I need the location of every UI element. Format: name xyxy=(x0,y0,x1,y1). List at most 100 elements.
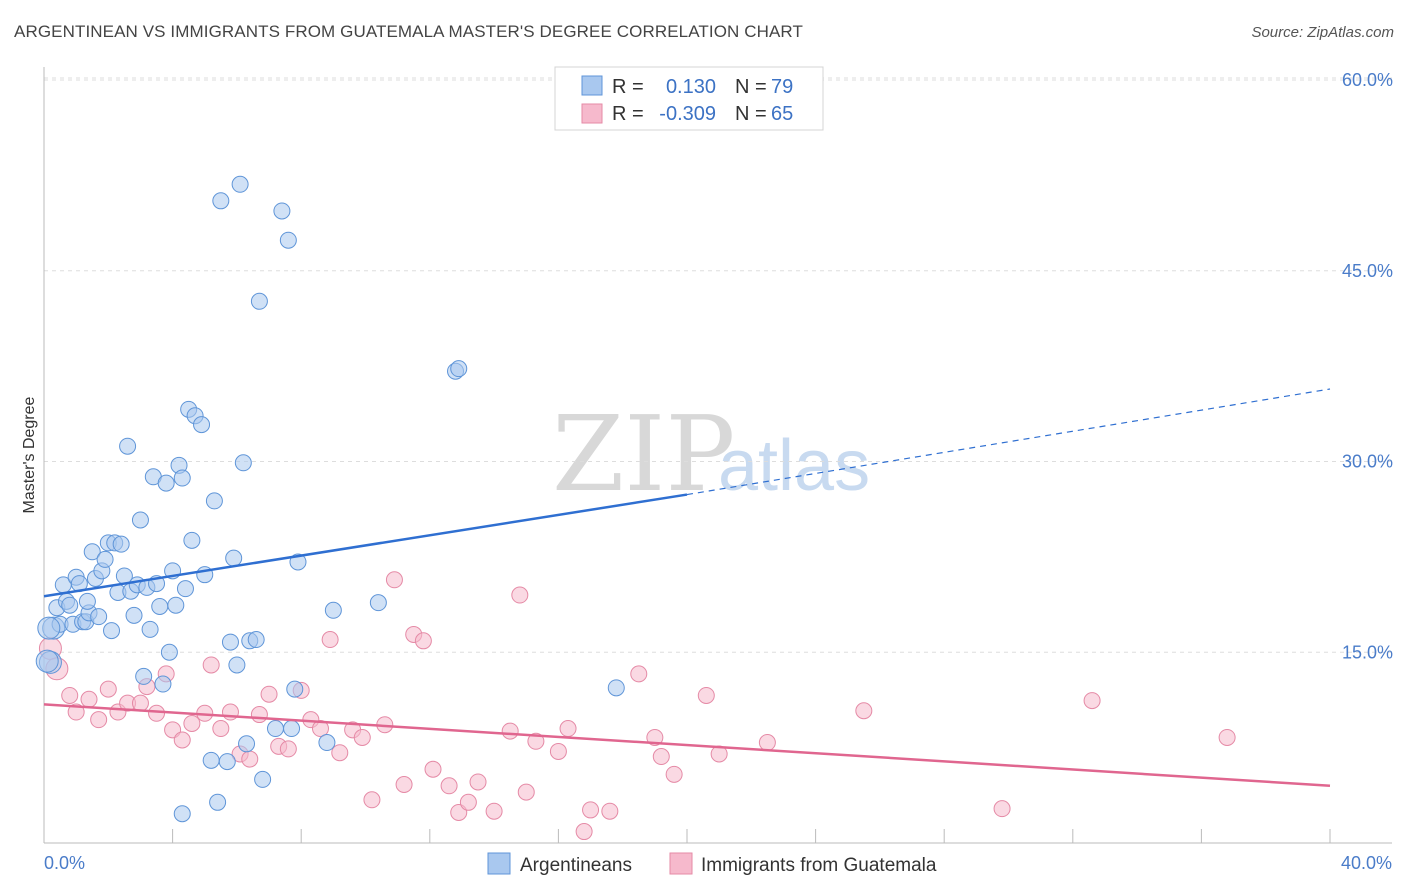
argentineans-point-74 xyxy=(608,680,624,696)
legend-r-label-1: R = xyxy=(612,76,644,98)
argentineans-point-62 xyxy=(210,794,226,810)
legend-n-value-2: 65 xyxy=(771,103,793,125)
guatemala-point-23 xyxy=(261,686,277,702)
argentineans-point-60 xyxy=(287,681,303,697)
legend-r-value-1: 0.130 xyxy=(666,76,716,98)
argentineans-point-52 xyxy=(229,657,245,673)
gridlines xyxy=(44,78,1392,652)
argentineans-point-73 xyxy=(451,361,467,377)
y-tick-label-45: 45.0% xyxy=(1342,261,1393,281)
argentineans-point-26 xyxy=(126,607,142,623)
guatemala-point-18 xyxy=(213,721,229,737)
guatemala-point-30 xyxy=(332,745,348,761)
guatemala-point-5 xyxy=(91,712,107,728)
guatemala-point-15 xyxy=(184,715,200,731)
argentineans-point-41 xyxy=(174,470,190,486)
guatemala-point-63 xyxy=(1084,693,1100,709)
guatemala-point-50 xyxy=(560,721,576,737)
argentineans-point-63 xyxy=(203,752,219,768)
argentineans-point-24 xyxy=(120,438,136,454)
argentineans-trend-line xyxy=(44,495,687,597)
x-tick-label-min: 0.0% xyxy=(44,853,85,873)
argentineans-point-19 xyxy=(104,623,120,639)
x-tick-label-max: 40.0% xyxy=(1341,853,1392,873)
guatemala-point-38 xyxy=(415,633,431,649)
guatemala-point-9 xyxy=(132,695,148,711)
series-argentineans xyxy=(36,176,624,821)
guatemala-point-32 xyxy=(354,729,370,745)
legend-n-value-1: 79 xyxy=(771,76,793,98)
guatemala-point-62 xyxy=(994,801,1010,817)
guatemala-point-52 xyxy=(583,802,599,818)
guatemala-point-29 xyxy=(322,632,338,648)
argentineans-point-76 xyxy=(38,617,60,639)
argentineans-point-6 xyxy=(62,597,78,613)
guatemala-point-35 xyxy=(386,572,402,588)
legend-top: R = 0.130 N = 79 R = -0.309 N = 65 xyxy=(555,67,823,130)
bottom-legend-swatch-blue xyxy=(488,853,510,874)
guatemala-point-44 xyxy=(486,803,502,819)
argentineans-point-15 xyxy=(91,609,107,625)
y-tick-labels: 15.0% 30.0% 45.0% 60.0% xyxy=(1342,70,1393,662)
argentineans-point-64 xyxy=(174,806,190,822)
guatemala-point-54 xyxy=(631,666,647,682)
legend-n-label-1: N = xyxy=(735,76,767,98)
guatemala-point-43 xyxy=(470,774,486,790)
bottom-legend-swatch-pink xyxy=(670,853,692,874)
guatemala-point-17 xyxy=(203,657,219,673)
guatemala-point-56 xyxy=(653,749,669,765)
argentineans-point-49 xyxy=(213,193,229,209)
guatemala-point-6 xyxy=(100,681,116,697)
argentineans-point-61 xyxy=(219,754,235,770)
y-tick-label-60: 60.0% xyxy=(1342,70,1393,90)
argentineans-point-57 xyxy=(274,203,290,219)
watermark-zip: ZIP xyxy=(552,393,735,515)
bottom-legend-label-argentineans: Argentineans xyxy=(520,855,632,876)
guatemala-point-36 xyxy=(396,777,412,793)
guatemala-point-39 xyxy=(425,761,441,777)
argentineans-point-31 xyxy=(142,621,158,637)
guatemala-trend-line xyxy=(44,704,1330,785)
argentineans-point-77 xyxy=(79,593,95,609)
guatemala-point-64 xyxy=(1219,729,1235,745)
argentineans-point-75 xyxy=(36,650,58,672)
guatemala-point-2 xyxy=(62,687,78,703)
guatemala-point-14 xyxy=(174,732,190,748)
argentineans-point-36 xyxy=(158,475,174,491)
argentineans-point-39 xyxy=(168,597,184,613)
legend-swatch-blue xyxy=(582,76,602,95)
guatemala-point-22 xyxy=(251,707,267,723)
guatemala-point-47 xyxy=(518,784,534,800)
scatter-chart: ZIP atlas 15.0%30.0%45.0%60.0% 0.0% 40.0… xyxy=(0,0,1406,892)
argentineans-point-35 xyxy=(155,676,171,692)
argentineans-point-68 xyxy=(284,721,300,737)
legend-bottom: Argentineans Immigrants from Guatemala xyxy=(488,853,937,876)
guatemala-point-4 xyxy=(81,691,97,707)
argentineans-point-69 xyxy=(325,602,341,618)
legend-swatch-pink xyxy=(582,104,602,123)
argentineans-point-46 xyxy=(194,417,210,433)
argentineans-point-67 xyxy=(267,721,283,737)
guatemala-point-61 xyxy=(856,703,872,719)
argentineans-point-22 xyxy=(113,536,129,552)
argentineans-point-29 xyxy=(136,668,152,684)
guatemala-point-45 xyxy=(502,723,518,739)
argentineans-point-71 xyxy=(370,595,386,611)
guatemala-point-51 xyxy=(576,824,592,840)
argentineans-point-28 xyxy=(132,512,148,528)
argentineans-point-48 xyxy=(206,493,222,509)
legend-n-label-2: N = xyxy=(735,103,767,125)
bottom-legend-label-guatemala: Immigrants from Guatemala xyxy=(701,855,937,876)
guatemala-point-25 xyxy=(280,741,296,757)
watermark-atlas: atlas xyxy=(718,426,870,506)
x-tick-marks xyxy=(44,829,1330,843)
argentineans-point-37 xyxy=(161,644,177,660)
argentineans-point-58 xyxy=(280,232,296,248)
argentineans-point-54 xyxy=(235,455,251,471)
guatemala-point-57 xyxy=(666,766,682,782)
argentineans-point-44 xyxy=(184,532,200,548)
y-tick-label-30: 30.0% xyxy=(1342,452,1393,472)
guatemala-point-58 xyxy=(698,687,714,703)
guatemala-point-42 xyxy=(460,794,476,810)
y-axis-label: Master's Degree xyxy=(21,396,38,513)
